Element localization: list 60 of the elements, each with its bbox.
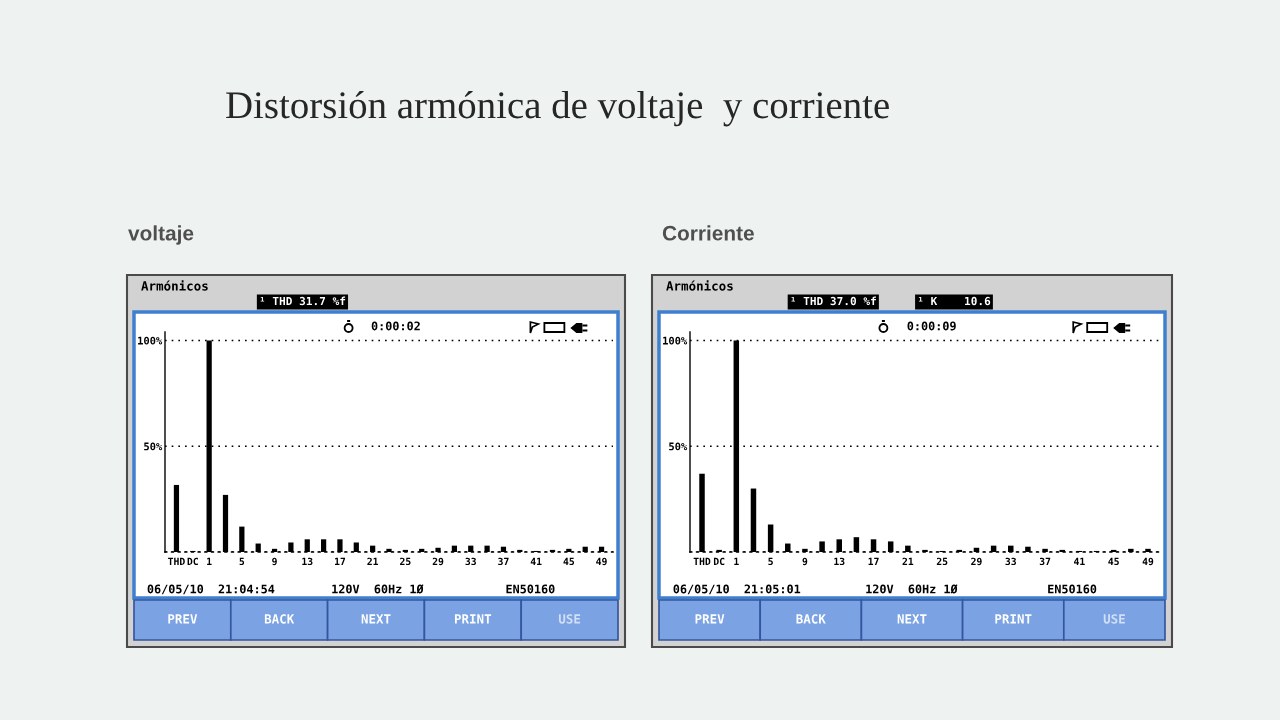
x-tick-label: 29 — [971, 557, 982, 566]
x-tick-label: 33 — [465, 557, 476, 566]
x-tick-label: 5 — [239, 557, 245, 566]
text: PRINT — [995, 614, 1032, 624]
x-tick-label: 41 — [1074, 557, 1085, 565]
x-tick-label: 29 — [432, 557, 444, 566]
text: NEXT — [361, 614, 391, 624]
text: 0:00:02 — [371, 321, 420, 331]
x-tick-label: 21 — [902, 557, 914, 565]
text: BACK — [796, 614, 826, 624]
x-tick-label: 33 — [1005, 557, 1016, 566]
text: Armónicos — [666, 280, 733, 291]
x-tick-label: 9 — [272, 557, 277, 566]
text: EN50160 — [506, 584, 555, 594]
text: ¹ THD 37.0 %f — [791, 296, 876, 306]
x-tick-label: 45 — [563, 557, 575, 566]
y-tick-label: 50% — [144, 442, 163, 451]
text: ¹ K 10.6 — [918, 296, 991, 306]
x-tick-label: 49 — [596, 557, 607, 566]
x-tick-label: 49 — [1142, 557, 1154, 566]
x-tick-label: 25 — [400, 557, 411, 566]
x-tick-label: 17 — [868, 557, 879, 565]
text: EN50160 — [1048, 584, 1097, 594]
text: PRINT — [454, 614, 492, 624]
x-tick-label: 17 — [334, 557, 346, 565]
text: NEXT — [897, 614, 927, 624]
text: USE — [558, 614, 581, 624]
x-tick-label: THD — [693, 557, 711, 565]
text: PREV — [695, 614, 725, 624]
x-tick-label: 13 — [834, 557, 845, 566]
text: 120V 60Hz 1Ø — [866, 584, 958, 594]
x-tick-label: DC — [187, 557, 198, 566]
chart-title: Distorsión armónica de voltaje y corriente — [226, 90, 889, 127]
text: 06/05/10 21:05:01 — [673, 584, 801, 595]
chart-subtitle: Corriente — [662, 225, 754, 241]
text: PREV — [168, 614, 198, 624]
x-tick-label: 25 — [936, 557, 948, 566]
x-tick-label: 13 — [302, 557, 313, 566]
x-tick-label: 5 — [768, 557, 773, 566]
x-tick-label: THD — [168, 557, 185, 565]
y-tick-label: 100% — [663, 336, 688, 345]
chart-subtitle: voltaje — [128, 225, 194, 245]
x-tick-label: 9 — [802, 557, 808, 566]
x-tick-label: 37 — [498, 557, 509, 566]
x-tick-label: 37 — [1039, 557, 1051, 566]
text: USE — [1103, 614, 1125, 624]
x-tick-label: 21 — [367, 557, 379, 565]
x-tick-label: DC — [713, 557, 725, 566]
x-tick-label: 41 — [530, 557, 542, 565]
text: 0:00:09 — [907, 321, 956, 331]
y-tick-label: 100% — [138, 336, 163, 345]
text: ¹ THD 31.7 %f — [260, 296, 346, 306]
text: BACK — [264, 614, 295, 624]
text: Armónicos — [141, 280, 208, 291]
x-tick-label: 1 — [207, 557, 212, 565]
x-tick-label: 1 — [734, 557, 739, 565]
y-tick-label: 50% — [669, 442, 688, 451]
text: 06/05/10 21:04:54 — [147, 584, 275, 595]
text: 120V 60Hz 1Ø — [332, 584, 424, 594]
x-tick-label: 45 — [1108, 557, 1119, 566]
